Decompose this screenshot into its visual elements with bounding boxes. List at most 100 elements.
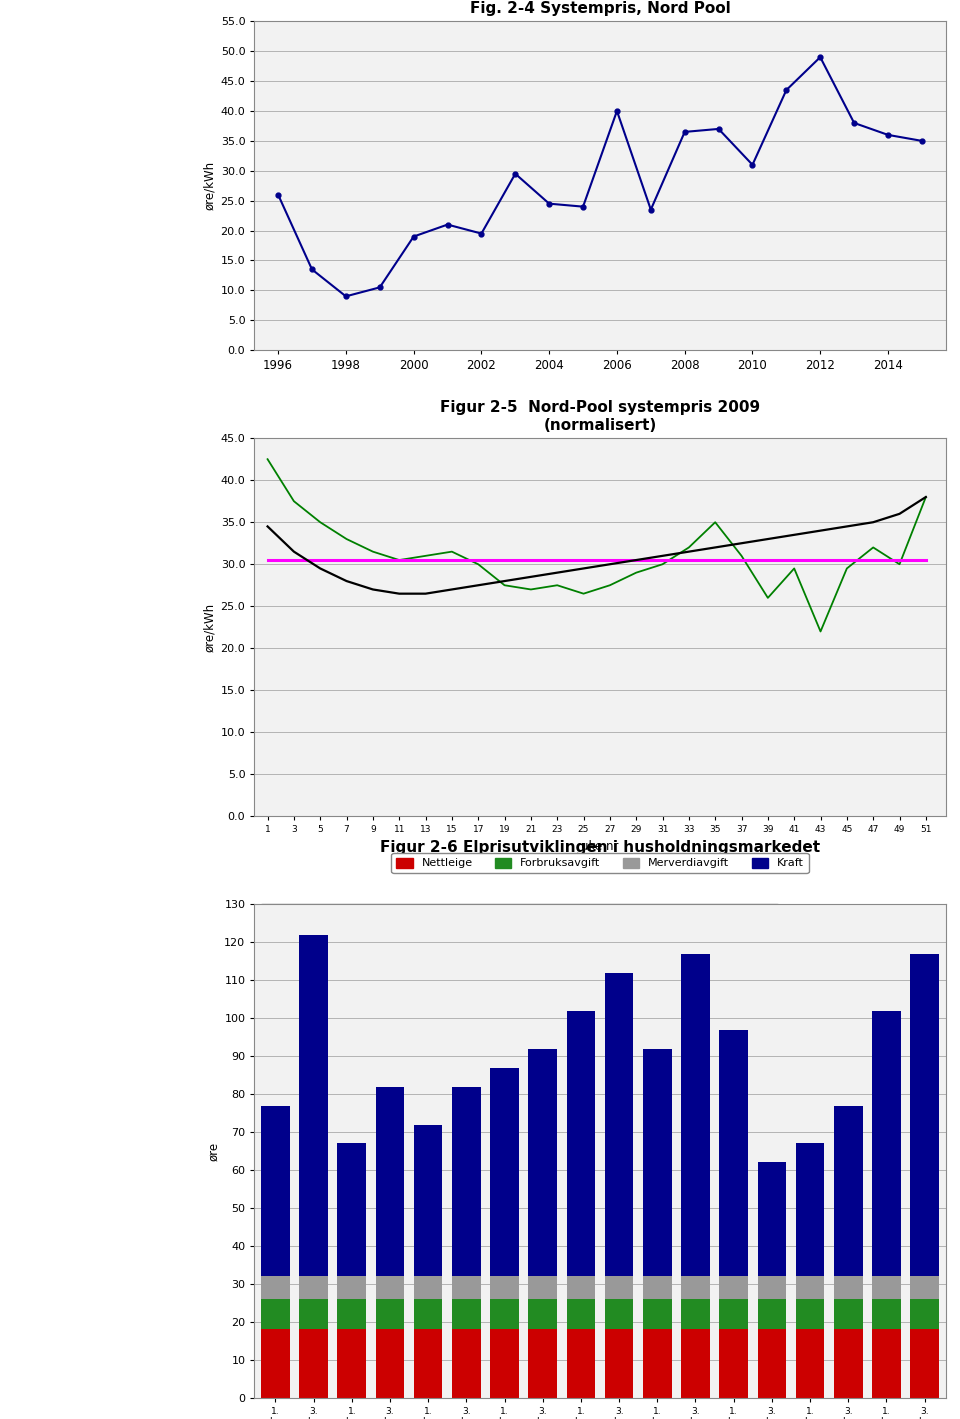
Bar	[757, 1162, 786, 1276]
X-axis label: uke nr: uke nr	[581, 840, 619, 853]
Priser 2009	[446, 543, 458, 561]
Bar	[605, 1276, 634, 1298]
Poly. (Normalisert og glattet (gj.snitt siste 10 år))	[551, 565, 563, 582]
Gj.snitt 2009	[525, 552, 537, 569]
Bar	[757, 1298, 786, 1330]
Bar	[682, 1298, 709, 1330]
Bar	[528, 1330, 557, 1398]
Gj.snitt 2009	[735, 552, 747, 569]
Bar	[605, 1298, 634, 1330]
Gj.snitt 2009	[341, 552, 352, 569]
Bar	[300, 1330, 328, 1398]
Bar	[872, 1276, 900, 1298]
Poly. (Normalisert og glattet (gj.snitt siste 10 år))	[894, 505, 905, 522]
Gj.snitt 2009	[394, 552, 405, 569]
Priser 2009	[920, 488, 931, 505]
Gj.snitt 2009	[315, 552, 326, 569]
Bar	[719, 1030, 748, 1276]
Priser 2009	[288, 492, 300, 509]
Priser 2009	[815, 623, 827, 640]
Bar	[375, 1330, 404, 1398]
Bar	[491, 1298, 518, 1330]
Poly. (Normalisert og glattet (gj.snitt siste 10 år))	[657, 548, 668, 565]
Bar	[452, 1276, 481, 1298]
Gj.snitt 2009	[684, 552, 695, 569]
Gj.snitt 2009	[472, 552, 484, 569]
Bar	[796, 1276, 825, 1298]
Bar	[719, 1330, 748, 1398]
Priser 2009	[420, 548, 431, 565]
Poly. (Normalisert og glattet (gj.snitt siste 10 år))	[762, 531, 774, 548]
Poly. (Normalisert og glattet (gj.snitt siste 10 år))	[841, 518, 852, 535]
Title: Fig. 2-4 Systempris, Nord Pool: Fig. 2-4 Systempris, Nord Pool	[469, 1, 731, 16]
Poly. (Normalisert og glattet (gj.snitt siste 10 år))	[920, 488, 931, 505]
Bar	[910, 954, 939, 1276]
Poly. (Normalisert og glattet (gj.snitt siste 10 år))	[735, 535, 747, 552]
Bar	[414, 1298, 443, 1330]
Gj.snitt 2009	[604, 552, 615, 569]
Priser 2009	[788, 561, 800, 578]
Gj.snitt 2009	[841, 552, 852, 569]
Bar	[834, 1105, 862, 1276]
Bar	[566, 1298, 595, 1330]
Bar	[375, 1298, 404, 1330]
Priser 2009	[551, 576, 563, 593]
Poly. (Normalisert og glattet (gj.snitt siste 10 år))	[472, 576, 484, 593]
Gj.snitt 2009	[578, 552, 589, 569]
Bar	[834, 1298, 862, 1330]
Bar	[910, 1330, 939, 1398]
Bar	[528, 1298, 557, 1330]
Bar	[682, 1330, 709, 1398]
Priser 2009	[394, 552, 405, 569]
Poly. (Normalisert og glattet (gj.snitt siste 10 år))	[684, 543, 695, 561]
Poly. (Normalisert og glattet (gj.snitt siste 10 år))	[367, 580, 378, 597]
Priser 2009	[762, 589, 774, 606]
Priser 2009	[631, 565, 642, 582]
Poly. (Normalisert og glattet (gj.snitt siste 10 år))	[631, 552, 642, 569]
Poly. (Normalisert og glattet (gj.snitt siste 10 år))	[341, 572, 352, 589]
Priser 2009	[735, 548, 747, 565]
Bar	[452, 1330, 481, 1398]
Priser 2009	[604, 576, 615, 593]
Bar	[528, 1049, 557, 1276]
Bar	[872, 1298, 900, 1330]
Priser 2009	[868, 539, 879, 556]
Poly. (Normalisert og glattet (gj.snitt siste 10 år))	[262, 518, 274, 535]
Bar	[605, 972, 634, 1276]
Poly. (Normalisert og glattet (gj.snitt siste 10 år))	[578, 561, 589, 578]
Poly. (Normalisert og glattet (gj.snitt siste 10 år))	[288, 543, 300, 561]
Gj.snitt 2009	[420, 552, 431, 569]
Poly. (Normalisert og glattet (gj.snitt siste 10 år))	[788, 526, 800, 543]
Bar	[834, 1330, 862, 1398]
Bar	[796, 1330, 825, 1398]
Priser 2009	[262, 451, 274, 468]
Poly. (Normalisert og glattet (gj.snitt siste 10 år))	[420, 585, 431, 602]
Bar	[338, 1298, 366, 1330]
Priser 2009	[841, 561, 852, 578]
Poly. (Normalisert og glattet (gj.snitt siste 10 år))	[868, 514, 879, 531]
Bar	[528, 1276, 557, 1298]
Poly. (Normalisert og glattet (gj.snitt siste 10 år))	[315, 561, 326, 578]
Line: Poly. (Normalisert og glattet (gj.snitt siste 10 år)): Poly. (Normalisert og glattet (gj.snitt …	[268, 497, 925, 593]
Gj.snitt 2009	[894, 552, 905, 569]
Bar	[719, 1298, 748, 1330]
Y-axis label: øre: øre	[207, 1141, 220, 1161]
Bar	[261, 1330, 290, 1398]
Poly. (Normalisert og glattet (gj.snitt siste 10 år))	[525, 569, 537, 586]
Line: Priser 2009: Priser 2009	[268, 460, 925, 631]
Bar	[910, 1276, 939, 1298]
Priser 2009	[657, 556, 668, 573]
Bar	[834, 1276, 862, 1298]
Gj.snitt 2009	[920, 552, 931, 569]
Legend: Nettleige, Forbruksavgift, Merverdiavgift, Kraft: Nettleige, Forbruksavgift, Merverdiavgif…	[392, 853, 808, 873]
Priser 2009	[578, 585, 589, 602]
Bar	[757, 1330, 786, 1398]
Poly. (Normalisert og glattet (gj.snitt siste 10 år))	[815, 522, 827, 539]
Bar	[796, 1144, 825, 1276]
Bar	[261, 1276, 290, 1298]
Bar	[300, 1298, 328, 1330]
Bar	[910, 1298, 939, 1330]
Priser 2009	[684, 539, 695, 556]
Priser 2009	[472, 556, 484, 573]
Bar	[375, 1087, 404, 1276]
